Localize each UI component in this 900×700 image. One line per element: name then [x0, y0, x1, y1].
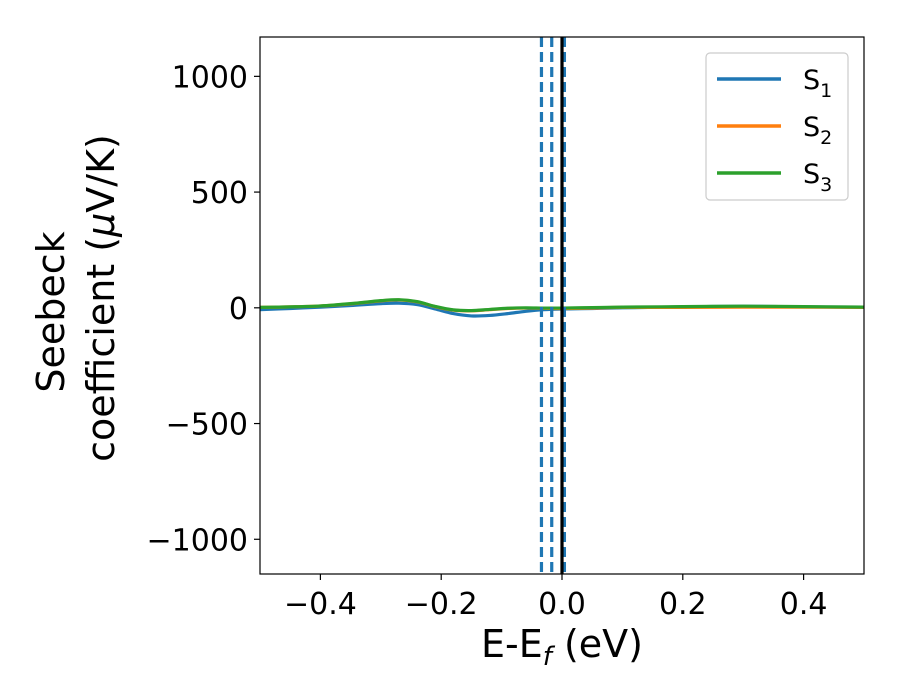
- y-axis-title-mu: μ: [79, 213, 123, 238]
- y-axis-title: Seebeck coefficient (μV/K): [29, 134, 123, 462]
- y-axis-title-line2-b: V/K): [79, 134, 123, 213]
- x-tick-label: 0.2: [659, 587, 707, 622]
- y-tick-label: 500: [191, 176, 248, 211]
- y-tick-label: −1000: [147, 523, 248, 558]
- x-tick-label: 0.4: [780, 587, 828, 622]
- x-axis-title: E-Ef (eV): [481, 622, 643, 672]
- x-tick-label: 0.0: [538, 587, 586, 622]
- y-axis-title-line1: Seebeck: [29, 231, 73, 392]
- legend: S1 S2 S3: [705, 52, 849, 201]
- series-group: [260, 37, 864, 574]
- y-tick-label: −500: [166, 408, 248, 443]
- y-axis-title-line2-a: coefficient (: [79, 237, 123, 462]
- x-tick-label: −0.4: [284, 587, 357, 622]
- x-axis-title-main: E-E: [481, 622, 543, 666]
- y-tick-label: 1000: [172, 60, 248, 95]
- legend-label-2: S2: [803, 112, 832, 149]
- y-tick-label: 0: [229, 292, 248, 327]
- axis-ticks: −0.4 −0.2 0.0 0.2 0.4 −1000 −500 0 500 1000: [147, 60, 828, 622]
- series-line-3: [260, 298, 864, 313]
- x-axis-title-unit: (eV): [552, 622, 643, 666]
- legend-label-3: S3: [803, 159, 832, 196]
- legend-label-1: S1: [803, 65, 832, 102]
- y-axis-title-line2: coefficient (μV/K): [79, 134, 123, 462]
- x-tick-label: −0.2: [405, 587, 478, 622]
